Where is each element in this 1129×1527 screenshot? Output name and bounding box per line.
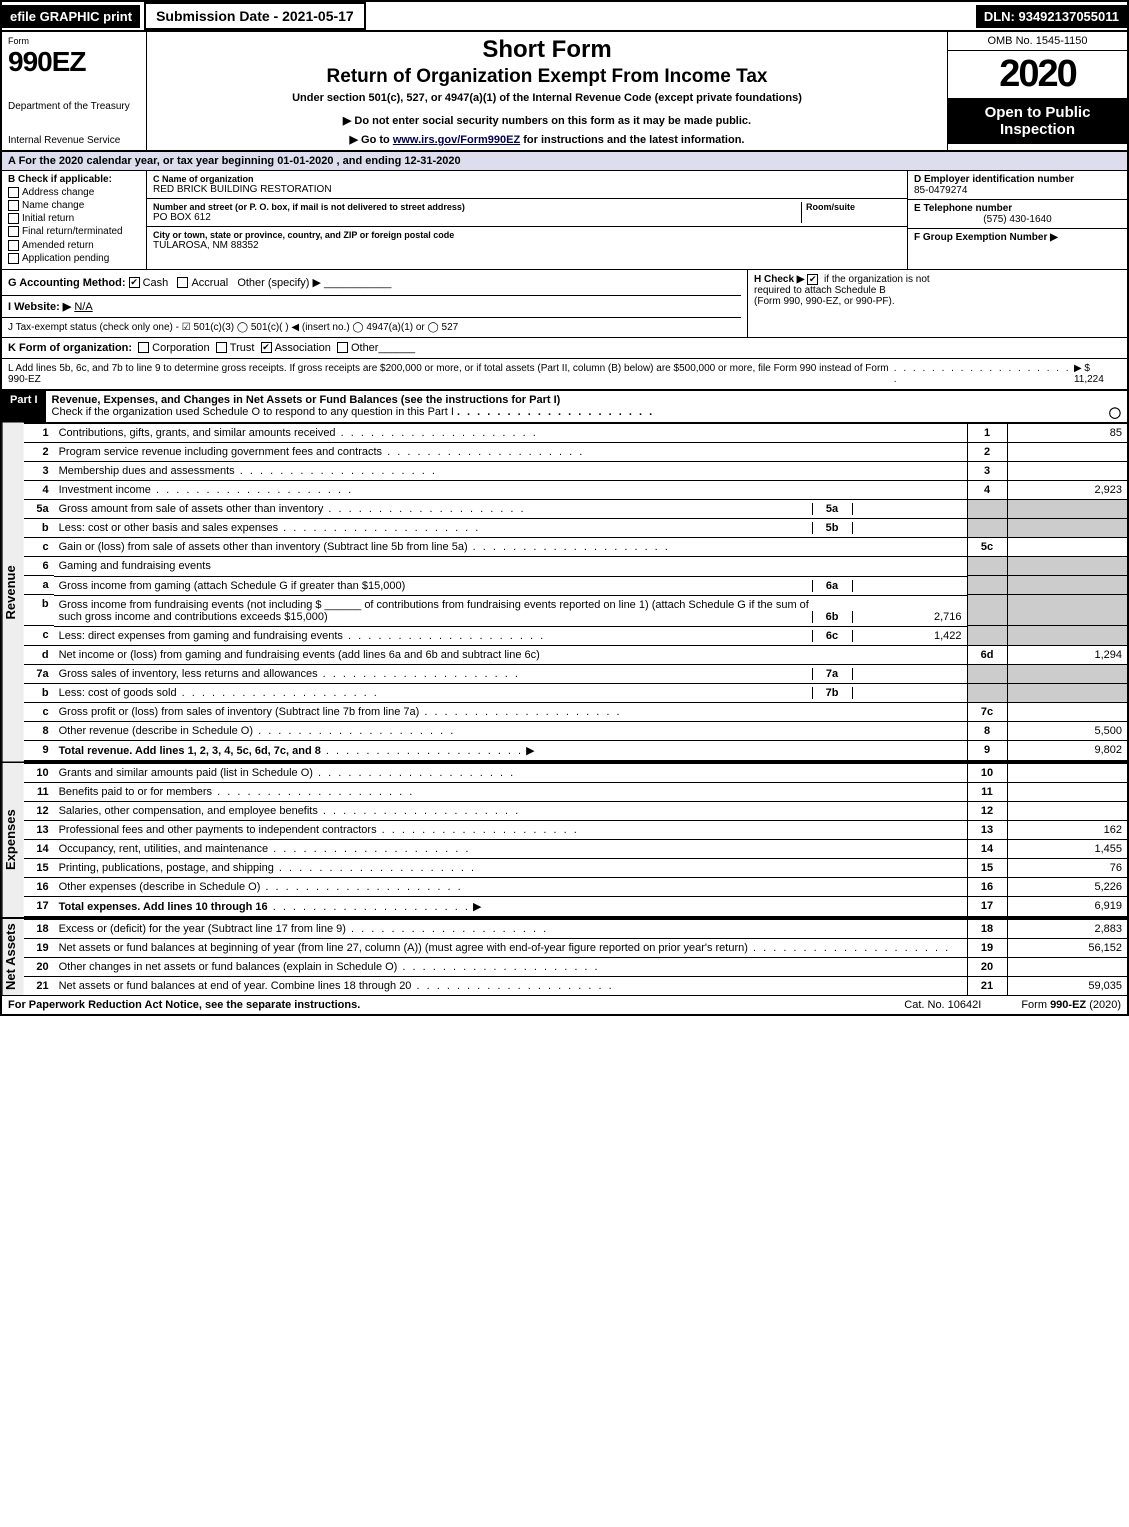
submission-date: Submission Date - 2021-05-17	[144, 2, 366, 30]
e-label: E Telephone number	[914, 203, 1121, 214]
form-number: 990EZ	[8, 46, 140, 78]
i-label: I Website: ▶	[8, 301, 71, 313]
subtitle-section: Under section 501(c), 527, or 4947(a)(1)…	[155, 92, 939, 104]
h-text2: required to attach Schedule B	[754, 285, 886, 296]
section-h: H Check ▶ if the organization is not req…	[747, 270, 1127, 337]
check-final[interactable]	[8, 226, 19, 237]
revenue-table: 1Contributions, gifts, grants, and simil…	[24, 423, 1127, 762]
c-city-label: City or town, state or province, country…	[153, 230, 901, 240]
part1-check-text: Check if the organization used Schedule …	[52, 406, 454, 418]
side-revenue: Revenue	[2, 423, 24, 762]
l-text: L Add lines 5b, 6c, and 7b to line 9 to …	[8, 363, 894, 385]
h-label: H Check ▶	[754, 274, 804, 285]
irs-link[interactable]: www.irs.gov/Form990EZ	[393, 134, 520, 146]
subtitle-ssn: ▶ Do not enter social security numbers o…	[155, 114, 939, 127]
omb-number: OMB No. 1545-1150	[948, 32, 1127, 51]
dept-treasury: Department of the Treasury	[8, 101, 140, 112]
h-text1: if the organization is not	[824, 274, 930, 285]
part1-header-row: Part I Revenue, Expenses, and Changes in…	[0, 391, 1129, 423]
section-j: J Tax-exempt status (check only one) - ☑…	[2, 317, 741, 337]
form-header: Form 990EZ Department of the Treasury In…	[0, 32, 1129, 152]
section-k: K Form of organization: Corporation Trus…	[0, 338, 1129, 359]
check-application[interactable]	[8, 253, 19, 264]
side-expenses: Expenses	[2, 763, 24, 917]
check-accrual[interactable]	[177, 277, 188, 288]
title-return: Return of Organization Exempt From Incom…	[155, 66, 939, 88]
form-word: Form	[8, 36, 140, 46]
check-cash[interactable]	[129, 277, 140, 288]
c-street-label: Number and street (or P. O. box, if mail…	[153, 202, 801, 212]
b-header: B Check if applicable:	[8, 174, 140, 185]
netassets-table: 18Excess or (deficit) for the year (Subt…	[24, 919, 1127, 995]
g-label: G Accounting Method:	[8, 277, 126, 289]
l-amount: ▶ $ 11,224	[1074, 363, 1121, 385]
org-city: TULAROSA, NM 88352	[153, 240, 901, 251]
check-corp[interactable]	[138, 342, 149, 353]
h-text3: (Form 990, 990-EZ, or 990-PF).	[754, 296, 895, 307]
subtitle-goto: ▶ Go to www.irs.gov/Form990EZ for instru…	[155, 133, 939, 146]
open-inspection: Open to Public Inspection	[948, 98, 1127, 144]
line-a: A For the 2020 calendar year, or tax yea…	[0, 152, 1129, 171]
part1-badge: Part I	[2, 391, 46, 422]
section-g: G Accounting Method: Cash Accrual Other …	[2, 270, 741, 295]
footer-form: Form 990-EZ (2020)	[1021, 999, 1121, 1011]
check-amended[interactable]	[8, 240, 19, 251]
website-value: N/A	[74, 301, 92, 313]
org-street: PO BOX 612	[153, 212, 801, 223]
line-a-text: A For the 2020 calendar year, or tax yea…	[8, 155, 461, 167]
check-address[interactable]	[8, 187, 19, 198]
k-label: K Form of organization:	[8, 342, 132, 354]
c-room-label: Room/suite	[806, 202, 901, 212]
side-netassets: Net Assets	[2, 919, 24, 995]
tax-year: 2020	[948, 51, 1127, 98]
check-trust[interactable]	[216, 342, 227, 353]
title-short-form: Short Form	[155, 36, 939, 64]
expenses-table: 10Grants and similar amounts paid (list …	[24, 763, 1127, 917]
phone-value: (575) 430-1640	[914, 214, 1121, 225]
section-b: B Check if applicable: Address change Na…	[2, 171, 147, 269]
entity-block: B Check if applicable: Address change Na…	[0, 171, 1129, 270]
check-h[interactable]	[807, 274, 818, 285]
section-i: I Website: ▶ N/A	[2, 295, 741, 317]
check-initial[interactable]	[8, 213, 19, 224]
ein-value: 85-0479274	[914, 185, 1121, 196]
check-other-org[interactable]	[337, 342, 348, 353]
check-name[interactable]	[8, 200, 19, 211]
check-assoc[interactable]	[261, 342, 272, 353]
section-c: C Name of organization RED BRICK BUILDIN…	[147, 171, 907, 269]
f-label: F Group Exemption Number ▶	[914, 232, 1121, 243]
top-bar: efile GRAPHIC print Submission Date - 20…	[0, 0, 1129, 32]
footer: For Paperwork Reduction Act Notice, see …	[0, 995, 1129, 1016]
section-l: L Add lines 5b, 6c, and 7b to line 9 to …	[0, 359, 1129, 391]
c-name-label: C Name of organization	[153, 174, 901, 184]
org-name: RED BRICK BUILDING RESTORATION	[153, 184, 901, 195]
d-label: D Employer identification number	[914, 174, 1121, 185]
part1-check-box[interactable]: ◯	[1109, 406, 1121, 419]
irs-label: Internal Revenue Service	[8, 135, 140, 146]
efile-label[interactable]: efile GRAPHIC print	[2, 5, 140, 28]
section-def: D Employer identification number 85-0479…	[907, 171, 1127, 269]
footer-left: For Paperwork Reduction Act Notice, see …	[8, 999, 360, 1011]
gh-row: G Accounting Method: Cash Accrual Other …	[0, 270, 1129, 338]
footer-cat: Cat. No. 10642I	[904, 999, 981, 1011]
dln-label: DLN: 93492137055011	[976, 5, 1127, 28]
part1-title: Revenue, Expenses, and Changes in Net As…	[52, 394, 561, 406]
